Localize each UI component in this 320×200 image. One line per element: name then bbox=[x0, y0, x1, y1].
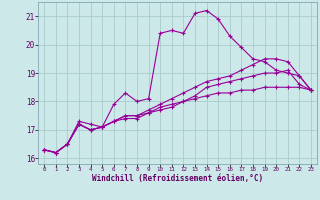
X-axis label: Windchill (Refroidissement éolien,°C): Windchill (Refroidissement éolien,°C) bbox=[92, 174, 263, 183]
